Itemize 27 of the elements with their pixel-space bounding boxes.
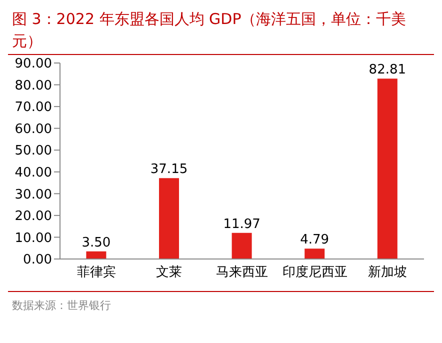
x-tick-label: 新加坡 [368, 265, 408, 280]
data-label: 37.15 [150, 162, 188, 178]
y-tick-label: 40.00 [14, 166, 52, 181]
data-label: 3.50 [82, 235, 111, 250]
bar [232, 232, 252, 259]
x-tick-label: 马来西亚 [216, 265, 268, 280]
source-note: 数据来源：世界银行 [8, 291, 434, 313]
x-tick-label: 印度尼西亚 [282, 264, 348, 280]
y-tick-label: 0.00 [23, 252, 52, 268]
y-tick-label: 10.00 [14, 230, 52, 246]
x-tick-label: 文莱 [156, 265, 182, 280]
bar [86, 251, 106, 259]
y-tick-label: 70.00 [14, 100, 52, 116]
y-tick-label: 50.00 [14, 144, 52, 159]
y-tick-label: 60.00 [14, 122, 52, 137]
bar [159, 178, 180, 259]
data-label: 82.81 [368, 62, 406, 78]
bar [377, 78, 398, 259]
data-label: 11.97 [223, 216, 260, 232]
bar [304, 248, 325, 259]
x-tick-label: 菲律宾 [76, 264, 116, 280]
y-tick-label: 80.00 [14, 78, 52, 94]
chart-title: 图 3：2022 年东盟各国人均 GDP（海洋五国，单位：千美元） [8, 8, 434, 55]
y-tick-label: 90.00 [14, 56, 52, 72]
data-label: 4.79 [300, 232, 330, 248]
y-tick-label: 30.00 [14, 187, 52, 202]
y-tick-label: 20.00 [14, 209, 52, 224]
